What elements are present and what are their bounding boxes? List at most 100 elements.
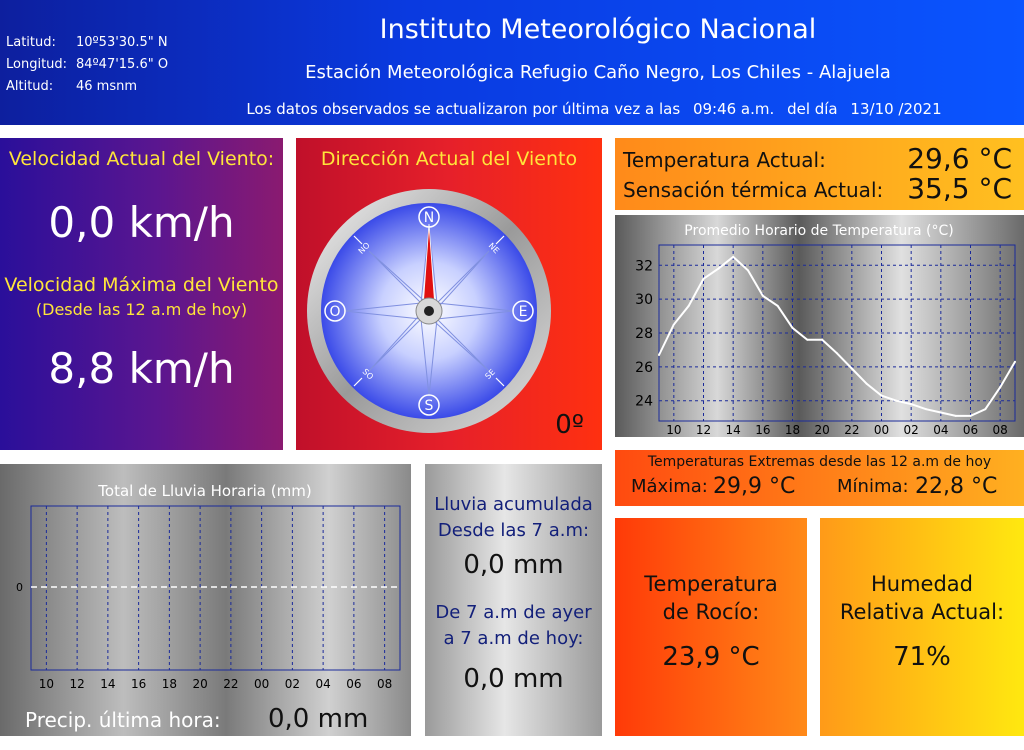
compass-rose xyxy=(343,225,515,397)
max-temp-value: 29,9 °C xyxy=(713,474,796,499)
temperature-point xyxy=(821,338,824,341)
temperature-label: Temperatura Actual: xyxy=(623,148,826,172)
rain-chart-y-tick: 0 xyxy=(16,581,23,594)
rain-yesterday-title: De 7 a.m de ayer a 7 a.m de hoy: xyxy=(425,600,602,652)
temperature-chart-y-tick: 30 xyxy=(635,292,653,308)
compass-label-e: E xyxy=(519,304,528,320)
rain-chart-x-tick: 02 xyxy=(285,677,300,691)
temperature-chart-y-tick: 28 xyxy=(635,326,653,342)
wind-speed-panel: Velocidad Actual del Viento: 0,0 km/h Ve… xyxy=(0,138,283,450)
temperature-chart-y-tick: 26 xyxy=(635,360,653,376)
update-day-label: del día xyxy=(787,100,838,118)
rain-chart: Total de Lluvia Horaria (mm) 10 12 14 16 18 2… xyxy=(16,482,401,691)
temperature-point xyxy=(776,304,779,307)
temperature-panel: Temperatura Actual: 29,6 °C Sensación té… xyxy=(615,138,1024,210)
min-temp-label: Mínima: xyxy=(837,476,909,497)
temperature-chart: Promedio Horario de Temperatura (°C) 10 1… xyxy=(635,223,1016,437)
longitude-value: 84º47'15.6" O xyxy=(76,57,169,72)
max-temp-label: Máxima: xyxy=(631,476,708,497)
humidity-value: 71% xyxy=(893,642,951,672)
header: Latitud: 10º53'30.5" N Longitud: 84º47'15.… xyxy=(0,0,1024,125)
wind-direction-title: Dirección Actual del Viento xyxy=(320,148,578,170)
temperature-point xyxy=(702,277,705,280)
dew-point-value: 23,9 °C xyxy=(662,642,760,672)
compass: N S E O NE NO SE SO xyxy=(307,189,551,433)
rain-chart-x-tick: 10 xyxy=(39,677,54,691)
rain-acc-title-line1: Lluvia acumulada xyxy=(434,494,593,515)
temperature-point xyxy=(999,386,1002,389)
temperature-chart-x-tick: 08 xyxy=(993,423,1008,437)
rain-chart-x-tick: 14 xyxy=(100,677,115,691)
compass-o-circle xyxy=(324,300,346,322)
update-info: Los datos observados se actualizaron por… xyxy=(220,100,976,118)
wind-speed-title: Velocidad Actual del Viento: xyxy=(8,148,275,170)
temperature-chart-y-tick: 24 xyxy=(635,394,653,410)
temperature-chart-x-tick: 04 xyxy=(933,423,948,437)
temperature-chart-x-tick: 20 xyxy=(815,423,830,437)
temperature-chart-x-tick: 22 xyxy=(844,423,859,437)
humidity-title-line1: Humedad xyxy=(870,572,973,596)
temperature-chart-x-tick: 02 xyxy=(904,423,919,437)
altitude-label: Altitud: xyxy=(6,79,54,94)
last-hour-precip-label: Precip. última hora: xyxy=(25,708,221,732)
dew-point-title-line2: de Rocío: xyxy=(662,600,760,624)
extremes-panel: Temperaturas Extremas desde las 12 a.m d… xyxy=(615,450,1024,506)
rain-chart-title: Total de Lluvia Horaria (mm) xyxy=(97,482,311,500)
temperature-chart-x-tick: 16 xyxy=(755,423,770,437)
wind-direction-panel: Dirección Actual del Viento xyxy=(296,138,602,450)
temperature-point xyxy=(836,352,838,355)
latitude-value: 10º53'30.5" N xyxy=(76,35,168,50)
rain-acc-title: Lluvia acumulada Desde las 7 a.m: xyxy=(425,492,602,544)
humidity-panel: Humedad Relativa Actual: 71% xyxy=(820,518,1024,736)
rain-accumulated-panel: Lluvia acumulada Desde las 7 a.m: 0,0 mm… xyxy=(425,464,602,736)
temperature-point xyxy=(925,408,927,411)
altitude-value: 46 msnm xyxy=(76,79,138,94)
wind-max-title: Velocidad Máxima del Viento xyxy=(4,274,279,296)
temperature-point xyxy=(984,408,987,411)
rain-yesterday-line1: De 7 a.m de ayer xyxy=(435,602,592,623)
humidity-title-line2: Relativa Actual: xyxy=(839,600,1005,624)
temperature-chart-y-tick: 32 xyxy=(635,258,653,274)
rain-chart-x-tick: 12 xyxy=(69,677,84,691)
longitude-label: Longitud: xyxy=(6,57,68,72)
dew-point-title: Temperatura de Rocío: xyxy=(615,570,807,626)
temperature-point xyxy=(806,338,809,341)
rain-chart-x-tick: 18 xyxy=(162,677,177,691)
temperature-chart-title: Promedio Horario de Temperatura (°C) xyxy=(684,223,953,239)
humidity-title: Humedad Relativa Actual: xyxy=(820,570,1024,626)
temperature-point xyxy=(717,267,720,270)
dew-point-title-line1: Temperatura xyxy=(644,572,778,596)
temperature-point xyxy=(850,367,853,370)
update-date: 13/10 /2021 xyxy=(850,100,942,118)
extremes-title: Temperaturas Extremas desde las 12 a.m d… xyxy=(647,454,992,470)
page-title: Instituto Meteorológico Nacional xyxy=(379,14,817,45)
rain-chart-x-tick: 00 xyxy=(254,677,269,691)
rain-chart-panel: Total de Lluvia Horaria (mm) 10 12 14 16 18 2… xyxy=(0,464,411,736)
temperature-point xyxy=(791,326,794,329)
feels-like-label: Sensación térmica Actual: xyxy=(623,178,884,202)
temperature-point xyxy=(939,411,942,414)
rain-yesterday-line2: a 7 a.m de hoy: xyxy=(443,628,584,649)
temperature-point xyxy=(672,323,675,326)
temperature-value: 29,6 °C xyxy=(907,142,1012,175)
temperature-chart-panel: Promedio Horario de Temperatura (°C) 10 1… xyxy=(615,215,1024,437)
feels-like-value: 35,5 °C xyxy=(907,172,1012,205)
min-temp-value: 22,8 °C xyxy=(915,474,998,499)
rain-chart-x-tick: 20 xyxy=(192,677,207,691)
rain-chart-x-tick: 22 xyxy=(223,677,238,691)
compass-e-circle xyxy=(512,300,534,322)
rain-chart-x-tick: 06 xyxy=(346,677,361,691)
temperature-point xyxy=(969,414,972,417)
rain-chart-x-tick: 08 xyxy=(377,677,392,691)
station-name: Estación Meteorológica Refugio Caño Negr… xyxy=(305,62,891,83)
wind-speed-value: 0,0 km/h xyxy=(48,198,235,247)
temperature-point xyxy=(732,255,735,258)
rain-acc-title-line2: Desde las 7 a.m: xyxy=(437,520,590,541)
temperature-point xyxy=(687,304,690,307)
temperature-chart-x-tick: 10 xyxy=(666,423,681,437)
wind-max-subtitle: (Desde las 12 a.m de hoy) xyxy=(35,300,248,319)
rain-yesterday-value: 0,0 mm xyxy=(463,664,564,694)
compass-s-circle xyxy=(418,394,440,416)
temperature-chart-x-tick: 14 xyxy=(726,423,741,437)
rain-chart-x-tick: 16 xyxy=(131,677,146,691)
